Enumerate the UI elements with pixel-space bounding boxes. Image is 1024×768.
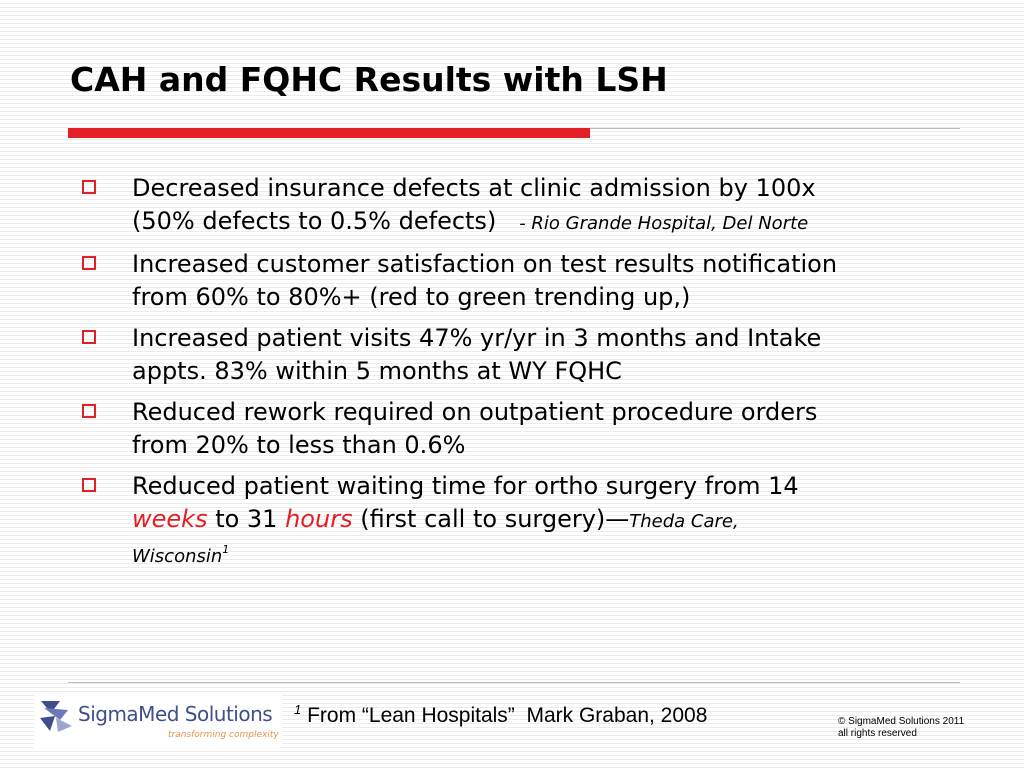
hollow-square-bullet-icon [82, 330, 96, 344]
logo-tagline: transforming complexity [168, 730, 279, 740]
slide-title: CAH and FQHC Results with LSH [70, 60, 668, 99]
highlight-weeks: weeks [132, 505, 208, 533]
rights-line: all rights reserved [838, 728, 917, 739]
hollow-square-bullet-icon [82, 256, 96, 270]
bullet-text: (first call to surgery)— [352, 505, 630, 533]
bullet-text: from 20% to less than 0.6% [132, 431, 466, 459]
bullet-text: Decreased insurance defects at clinic ad… [132, 174, 816, 202]
bullet-text: Reduced patient waiting time for ortho s… [132, 472, 799, 500]
bullet-text: Increased patient visits 47% yr/yr in 3 … [132, 324, 822, 352]
title-divider-line [590, 128, 960, 129]
bullet-list: Decreased insurance defects at clinic ad… [80, 172, 980, 581]
bullet-source: Wisconsin [132, 546, 223, 567]
bullet-item-patient-visits: Increased patient visits 47% yr/yr in 3 … [80, 322, 980, 388]
bullet-text: from 60% to 80%+ (red to green trending … [132, 283, 691, 311]
footnote: 1 From “Lean Hospitals” Mark Graban, 200… [294, 702, 708, 728]
bullet-source: - Rio Grande Hospital, Del Norte [519, 213, 809, 234]
bullet-text: Increased customer satisfaction on test … [132, 250, 838, 278]
bullet-item-customer-satisfaction: Increased customer satisfaction on test … [80, 248, 980, 314]
sigmamed-logo-mark-icon [40, 701, 72, 732]
footnote-number: 1 [294, 702, 302, 717]
copyright-line: © SigmaMed Solutions 2011 [838, 716, 965, 727]
hollow-square-bullet-icon [82, 404, 96, 418]
footnote-reference: 1 [222, 543, 230, 556]
bullet-text: (50% defects to 0.5% defects) [132, 207, 497, 235]
highlight-hours: hours [285, 505, 353, 533]
copyright-notice: © SigmaMed Solutions 2011 all rights res… [838, 716, 964, 740]
bullet-text: to 31 [207, 505, 286, 533]
footer-divider-line [68, 682, 960, 683]
hollow-square-bullet-icon [82, 478, 96, 492]
bullet-source: Theda Care, [629, 511, 739, 532]
hollow-square-bullet-icon [82, 180, 96, 194]
title-accent-bar [68, 128, 590, 138]
company-logo: SigmaMed Solutions transforming complexi… [34, 692, 282, 748]
bullet-text: Reduced rework required on outpatient pr… [132, 398, 818, 426]
bullet-item-waiting-time: Reduced patient waiting time for ortho s… [80, 470, 980, 573]
bullet-item-insurance-defects: Decreased insurance defects at clinic ad… [80, 172, 980, 240]
logo-wordmark: SigmaMed Solutions [78, 702, 273, 726]
bullet-text: appts. 83% within 5 months at WY FQHC [132, 357, 622, 385]
bullet-item-reduced-rework: Reduced rework required on outpatient pr… [80, 396, 980, 462]
footnote-text: From “Lean Hospitals” Mark Graban, 2008 [301, 704, 708, 727]
